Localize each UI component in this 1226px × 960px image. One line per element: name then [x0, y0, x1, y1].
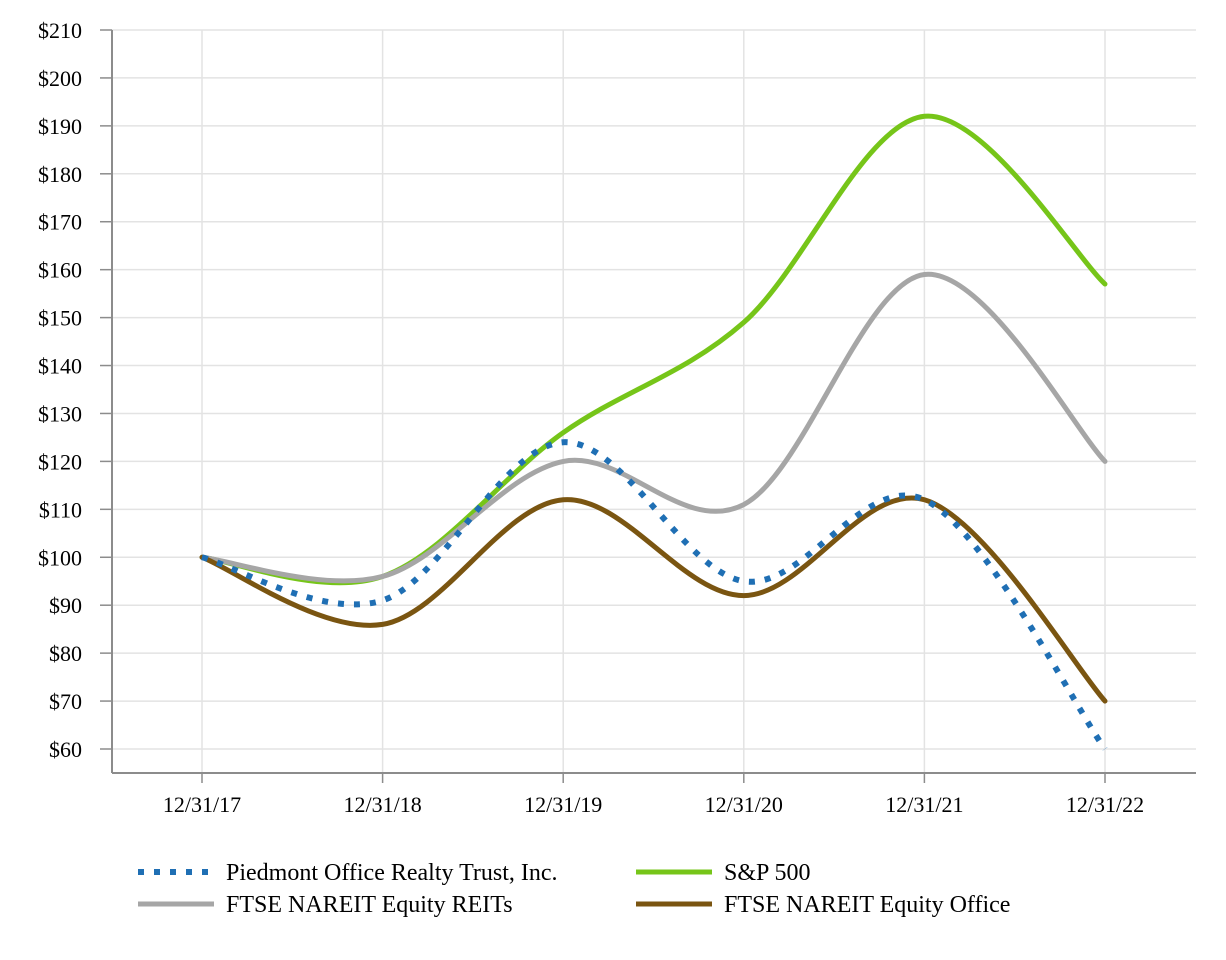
- legend-label: FTSE NAREIT Equity Office: [724, 892, 1010, 918]
- y-tick-label: $60: [49, 737, 82, 762]
- x-tick-label: 12/31/20: [705, 792, 783, 817]
- y-tick-label: $160: [38, 258, 82, 283]
- x-tick-label: 12/31/21: [885, 792, 963, 817]
- series-lines: [199, 113, 1108, 751]
- y-tick-label: $110: [39, 497, 82, 522]
- axes: [111, 30, 1196, 774]
- y-tick-label: $180: [38, 162, 82, 187]
- series-line-3: [199, 495, 1108, 704]
- y-tick-label: $150: [38, 306, 82, 331]
- y-tick-label: $90: [49, 593, 82, 618]
- y-tick-label: $190: [38, 114, 82, 139]
- y-tick-label: $70: [49, 689, 82, 714]
- y-tick-labels: $60 $70 $80 $90 $100 $110 $120 $130 $140 $150 $160…: [38, 18, 82, 762]
- legend-label: FTSE NAREIT Equity REITs: [226, 892, 513, 918]
- legend-label: Piedmont Office Realty Trust, Inc.: [226, 860, 558, 886]
- series-line-2: [199, 271, 1108, 584]
- y-tick-label: $80: [49, 641, 82, 666]
- legend: Piedmont Office Realty Trust, Inc. S&P 50…: [138, 860, 1010, 918]
- y-tick-label: $120: [38, 449, 82, 474]
- legend-label: S&P 500: [724, 860, 810, 886]
- x-tick-labels: 12/31/17 12/31/18 12/31/19 12/31/20 12/31/21…: [163, 773, 1144, 817]
- x-tick-label: 12/31/19: [524, 792, 602, 817]
- x-tick-label: 12/31/17: [163, 792, 241, 817]
- x-tick-label: 12/31/22: [1066, 792, 1144, 817]
- x-tick-label: 12/31/18: [343, 792, 421, 817]
- y-tick-label: $130: [38, 401, 82, 426]
- series-line-1: [199, 113, 1108, 586]
- y-tick-label: $140: [38, 354, 82, 379]
- horizontal-gridlines: [100, 29, 1196, 750]
- y-tick-label: $170: [38, 210, 82, 235]
- y-tick-label: $200: [38, 66, 82, 91]
- y-tick-label: $100: [38, 545, 82, 570]
- y-tick-label: $210: [38, 18, 82, 43]
- vertical-gridlines: [201, 30, 1106, 773]
